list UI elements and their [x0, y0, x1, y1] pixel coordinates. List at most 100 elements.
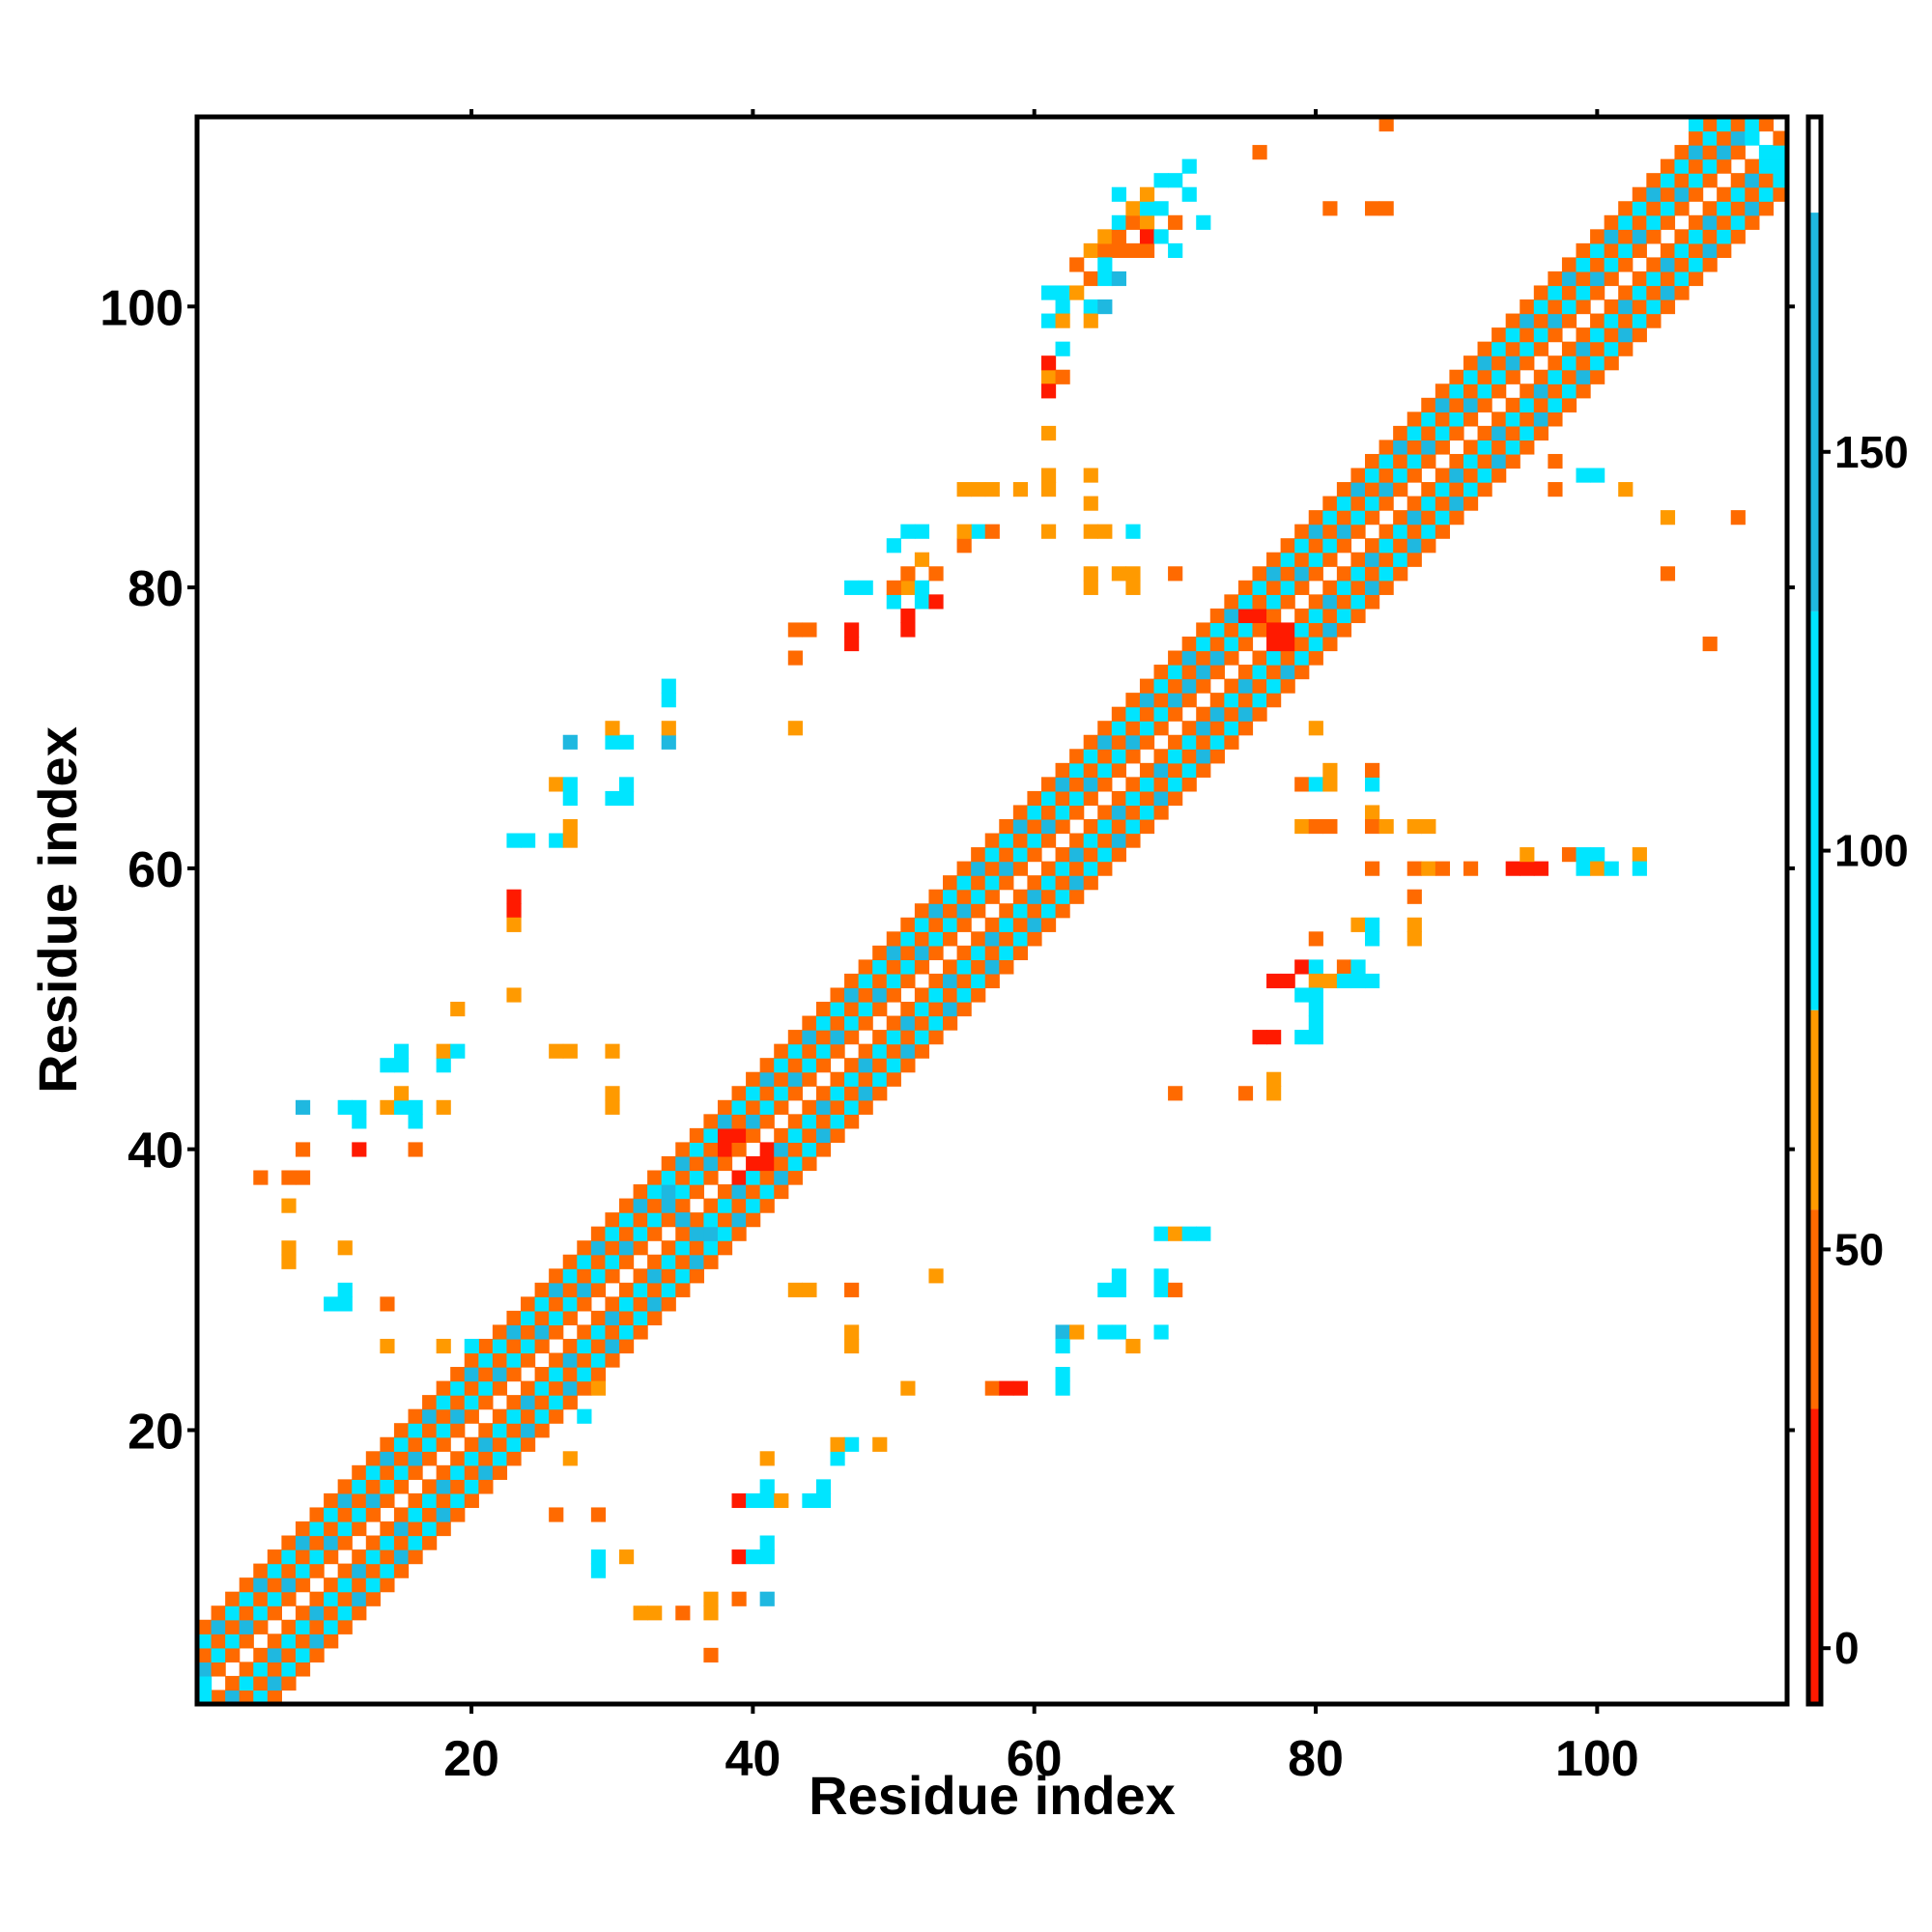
- heatmap-cell: [1336, 594, 1352, 610]
- heatmap-cell: [943, 931, 958, 947]
- heatmap-cell: [956, 917, 972, 932]
- heatmap-cell: [914, 1015, 930, 1031]
- heatmap-cell: [661, 1268, 676, 1284]
- heatmap-cell: [1435, 425, 1451, 441]
- heatmap-cell: [1237, 721, 1254, 736]
- heatmap-cell: [928, 903, 944, 919]
- heatmap-cell: [1055, 369, 1070, 384]
- heatmap-cell: [1492, 341, 1507, 356]
- heatmap-cell: [1097, 762, 1113, 778]
- heatmap-cell: [844, 580, 860, 595]
- heatmap-cell: [830, 1436, 845, 1452]
- heatmap-cell: [534, 1338, 550, 1354]
- heatmap-cell: [1224, 608, 1239, 624]
- heatmap-cell: [1237, 608, 1254, 624]
- heatmap-cell: [633, 1198, 648, 1213]
- colorbar-tick-label: 150: [1834, 427, 1909, 477]
- heatmap-cell: [1168, 734, 1183, 750]
- heatmap-cell: [408, 1114, 423, 1129]
- heatmap-cell: [324, 1507, 339, 1522]
- heatmap-cell: [830, 1030, 845, 1045]
- heatmap-cell: [422, 1535, 438, 1550]
- heatmap-cell: [549, 1296, 564, 1312]
- heatmap-cell: [1125, 706, 1141, 722]
- heatmap-cell: [802, 1282, 817, 1297]
- heatmap-cell: [886, 1071, 901, 1087]
- heatmap-cell: [618, 1212, 635, 1228]
- heatmap-cell: [1773, 130, 1788, 146]
- heatmap-cell: [858, 959, 873, 975]
- heatmap-cell: [1224, 622, 1239, 638]
- heatmap-cell: [1012, 861, 1029, 876]
- heatmap-cell: [422, 1395, 438, 1410]
- heatmap-cell: [1280, 622, 1295, 638]
- heatmap-cell: [971, 482, 986, 497]
- heatmap-cell: [675, 1198, 691, 1213]
- heatmap-cell: [1280, 566, 1295, 582]
- x-tick-label: 40: [724, 1731, 781, 1787]
- heatmap-cell: [815, 1127, 832, 1144]
- heatmap-cell: [1069, 285, 1085, 300]
- heatmap-cell: [1590, 270, 1605, 287]
- heatmap-cell: [1660, 270, 1676, 287]
- heatmap-cell: [1266, 594, 1282, 610]
- heatmap-cell: [1730, 186, 1746, 202]
- heatmap-cell: [1406, 412, 1422, 427]
- heatmap-cell: [618, 1296, 635, 1312]
- heatmap-cell: [1406, 889, 1422, 904]
- heatmap-cell: [1083, 313, 1098, 328]
- heatmap-cell: [337, 1577, 353, 1593]
- heatmap-cell: [1125, 580, 1141, 595]
- heatmap-cell: [802, 1142, 817, 1157]
- heatmap-cell: [309, 1520, 325, 1537]
- heatmap-cell: [1561, 313, 1577, 328]
- heatmap-cell: [1209, 693, 1225, 708]
- heatmap-cell: [1618, 214, 1634, 230]
- heatmap-cell: [562, 1268, 578, 1284]
- heatmap-cell: [1730, 130, 1746, 146]
- heatmap-cell: [1561, 257, 1577, 272]
- heatmap-cell: [1153, 665, 1169, 680]
- heatmap-cell: [337, 1535, 353, 1550]
- heatmap-cell: [1280, 678, 1295, 694]
- heatmap-cell: [1604, 242, 1619, 258]
- heatmap-cell: [478, 1367, 494, 1382]
- heatmap-cell: [900, 973, 916, 989]
- heatmap-cell: [1308, 777, 1323, 792]
- heatmap-cell: [1660, 566, 1676, 582]
- heatmap-cell: [746, 1184, 761, 1200]
- heatmap-cell: [802, 1030, 817, 1045]
- heatmap-cell: [647, 1310, 663, 1326]
- heatmap-cell: [900, 1043, 916, 1059]
- heatmap-cell: [1294, 1030, 1310, 1045]
- heatmap-cell: [1237, 678, 1254, 694]
- heatmap-cell: [1224, 650, 1239, 666]
- heatmap-cell: [928, 931, 944, 947]
- heatmap-cell: [478, 1380, 494, 1396]
- x-tick-label: 100: [1555, 1731, 1639, 1787]
- heatmap-cell: [337, 1240, 353, 1256]
- heatmap-cell: [1492, 412, 1507, 427]
- heatmap-cell: [1674, 285, 1690, 300]
- heatmap-cell: [900, 1015, 916, 1031]
- heatmap-cell: [844, 1324, 860, 1340]
- heatmap-cell: [717, 1155, 733, 1172]
- heatmap-cell: [914, 580, 930, 595]
- heatmap-cell: [731, 1591, 747, 1606]
- heatmap-cell: [731, 1099, 747, 1115]
- heatmap-cell: [577, 1254, 592, 1269]
- heatmap-cell: [746, 1492, 761, 1509]
- heatmap-cell: [1069, 805, 1085, 820]
- heatmap-cell: [267, 1563, 282, 1578]
- heatmap-cell: [267, 1662, 282, 1677]
- heatmap-cell: [1393, 440, 1408, 455]
- heatmap-cell: [1111, 805, 1126, 820]
- heatmap-cell: [1280, 580, 1295, 595]
- heatmap-cell: [1125, 566, 1141, 582]
- heatmap-cell: [506, 917, 522, 932]
- heatmap-cell: [1322, 594, 1338, 610]
- heatmap-cell: [943, 903, 958, 919]
- plot-frame: [194, 114, 1790, 1707]
- heatmap-cell: [365, 1563, 381, 1578]
- heatmap-cell: [1365, 762, 1380, 778]
